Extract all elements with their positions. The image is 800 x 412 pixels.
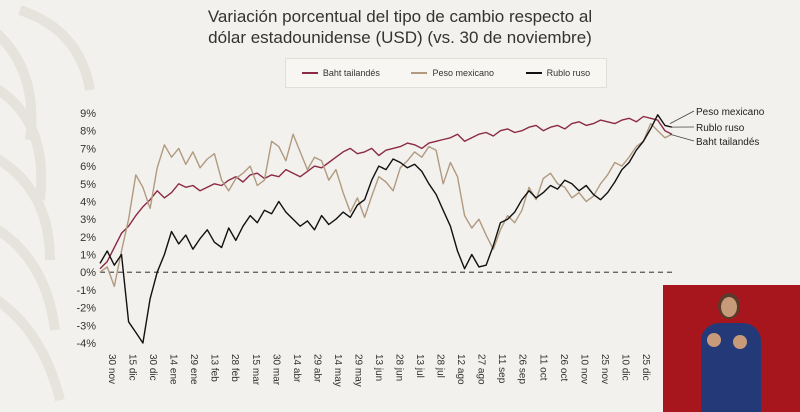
y-tick-label: 9% xyxy=(80,108,96,120)
y-tick-label: 5% xyxy=(80,179,96,191)
legend-item-baht: Baht tailandés xyxy=(301,68,380,78)
x-tick-label: 30 nov xyxy=(106,354,117,384)
chart-legend: Baht tailandés Peso mexicano Rublo ruso xyxy=(285,58,607,88)
x-tick-label: 15 dic xyxy=(127,354,138,381)
chart-title-line1: Variación porcentual del tipo de cambio … xyxy=(207,7,593,26)
y-tick-label: 2% xyxy=(80,232,96,244)
x-tick-label: 10 nov xyxy=(578,354,589,384)
end-label: Rublo ruso xyxy=(696,123,745,134)
legend-label-rublo: Rublo ruso xyxy=(546,68,591,78)
series-line-peso xyxy=(99,122,673,288)
x-tick-label: 25 nov xyxy=(599,354,610,384)
x-tick-label: 26 sep xyxy=(517,354,528,384)
x-tick-label: 30 dic xyxy=(147,354,158,381)
y-tick-label: 6% xyxy=(80,161,96,173)
x-tick-label: 29 abr xyxy=(311,354,322,383)
x-tick-label: 11 oct xyxy=(537,354,548,381)
x-tick-label: 28 jul xyxy=(435,354,446,378)
x-tick-label: 12 ago xyxy=(455,354,466,385)
sign-language-interpreter-inset xyxy=(663,285,800,412)
legend-swatch-rublo xyxy=(525,72,542,74)
x-tick-label: 13 jun xyxy=(373,354,384,381)
legend-swatch-baht xyxy=(301,72,318,74)
legend-label-peso: Peso mexicano xyxy=(432,68,495,78)
end-label-leader xyxy=(669,133,695,142)
legend-item-rublo: Rublo ruso xyxy=(525,68,591,78)
x-tick-label: 27 ago xyxy=(476,354,487,385)
legend-swatch-peso xyxy=(411,72,428,74)
x-tick-label: 14 ene xyxy=(168,354,179,385)
y-tick-label: 3% xyxy=(80,214,96,226)
end-label: Peso mexicano xyxy=(696,107,765,118)
y-tick-label: 4% xyxy=(80,196,96,208)
x-tick-label: 26 oct xyxy=(558,354,569,381)
x-tick-label: 14 may xyxy=(332,354,343,387)
series-line-rublo xyxy=(99,114,673,344)
y-tick-label: 7% xyxy=(80,143,96,155)
y-tick-label: -3% xyxy=(76,320,96,332)
y-tick-label: -2% xyxy=(76,303,96,315)
y-tick-label: 1% xyxy=(80,250,96,262)
y-tick-label: 0% xyxy=(80,267,96,279)
series-line-baht xyxy=(99,115,673,270)
y-tick-label: -1% xyxy=(76,285,96,297)
legend-item-peso: Peso mexicano xyxy=(411,68,494,78)
x-tick-label: 25 dic xyxy=(640,354,651,381)
x-tick-label: 15 mar xyxy=(250,354,261,386)
x-tick-label: 29 ene xyxy=(188,354,199,385)
x-tick-label: 10 dic xyxy=(619,354,630,381)
end-label-leader xyxy=(669,110,695,124)
x-tick-label: 13 jul xyxy=(414,354,425,378)
chart-title: Variación porcentual del tipo de cambio … xyxy=(150,6,650,48)
interpreter-hand-right xyxy=(733,335,747,349)
chart-title-line2: dólar estadounidense (USD) (vs. 30 de no… xyxy=(208,28,592,47)
y-tick-label: -4% xyxy=(76,338,96,350)
interpreter-hand-left xyxy=(707,333,721,347)
x-tick-label: 30 mar xyxy=(270,354,281,386)
y-tick-label: 8% xyxy=(80,126,96,138)
x-tick-label: 29 may xyxy=(352,354,363,387)
x-tick-label: 14 abr xyxy=(291,354,302,383)
x-tick-label: 28 jun xyxy=(394,354,405,381)
end-label: Baht tailandés xyxy=(696,137,759,148)
legend-label-baht: Baht tailandés xyxy=(322,68,380,78)
interpreter-face xyxy=(721,297,737,317)
x-tick-label: 13 feb xyxy=(209,354,220,382)
x-tick-label: 11 sep xyxy=(496,354,507,384)
x-tick-label: 28 feb xyxy=(229,354,240,382)
